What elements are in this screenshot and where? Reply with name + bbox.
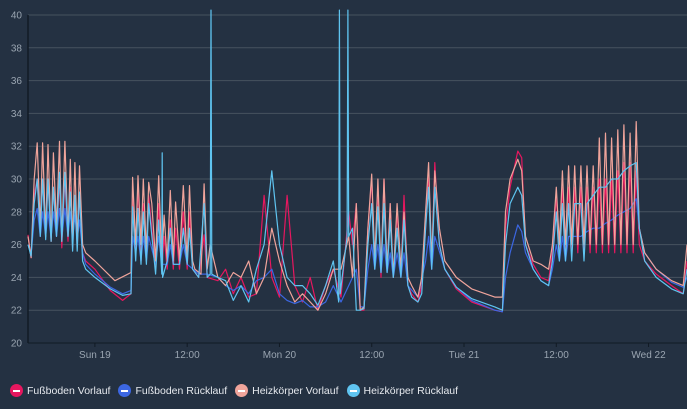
legend-item-heizkoerper-vorlauf[interactable]: Heizkörper Vorlauf xyxy=(235,384,339,397)
x-tick-label: Mon 20 xyxy=(263,350,297,361)
legend-item-fussboden-vorlauf[interactable]: Fußboden Vorlauf xyxy=(10,384,110,397)
y-tick-label: 32 xyxy=(11,142,23,153)
legend-label: Fußboden Rücklauf xyxy=(135,384,228,397)
y-tick-label: 36 xyxy=(11,76,23,87)
x-tick-label: 12:00 xyxy=(175,350,200,361)
series-line-3 xyxy=(27,9,687,311)
legend-item-fussboden-ruecklauf[interactable]: Fußboden Rücklauf xyxy=(118,384,227,397)
legend-label: Heizkörper Vorlauf xyxy=(252,384,339,397)
legend-swatch-icon xyxy=(10,384,23,397)
x-tick-label: Sun 19 xyxy=(79,350,111,361)
y-tick-label: 38 xyxy=(11,43,23,54)
legend-item-heizkoerper-ruecklauf[interactable]: Heizkörper Rücklauf xyxy=(346,384,459,397)
y-tick-label: 28 xyxy=(11,207,23,218)
legend-label: Fußboden Vorlauf xyxy=(27,384,111,397)
y-tick-label: 40 xyxy=(11,11,23,22)
legend: Fußboden Vorlauf Fußboden Rücklauf Heizk… xyxy=(10,384,458,397)
x-tick-label: Wed 22 xyxy=(631,350,666,361)
legend-swatch-icon xyxy=(118,384,132,397)
y-tick-label: 30 xyxy=(11,175,23,186)
y-tick-label: 22 xyxy=(11,306,23,317)
y-tick-label: 34 xyxy=(11,109,23,120)
x-tick-label: 12:00 xyxy=(359,350,384,361)
legend-label: Heizkörper Rücklauf xyxy=(363,384,459,397)
y-tick-label: 24 xyxy=(11,273,23,284)
y-tick-label: 26 xyxy=(11,240,23,251)
x-tick-label: Tue 21 xyxy=(449,350,480,361)
legend-swatch-icon xyxy=(346,384,360,397)
series-line-2 xyxy=(27,121,687,311)
x-tick-label: 12:00 xyxy=(544,350,569,361)
legend-swatch-icon xyxy=(235,384,249,397)
y-tick-label: 20 xyxy=(11,339,23,350)
